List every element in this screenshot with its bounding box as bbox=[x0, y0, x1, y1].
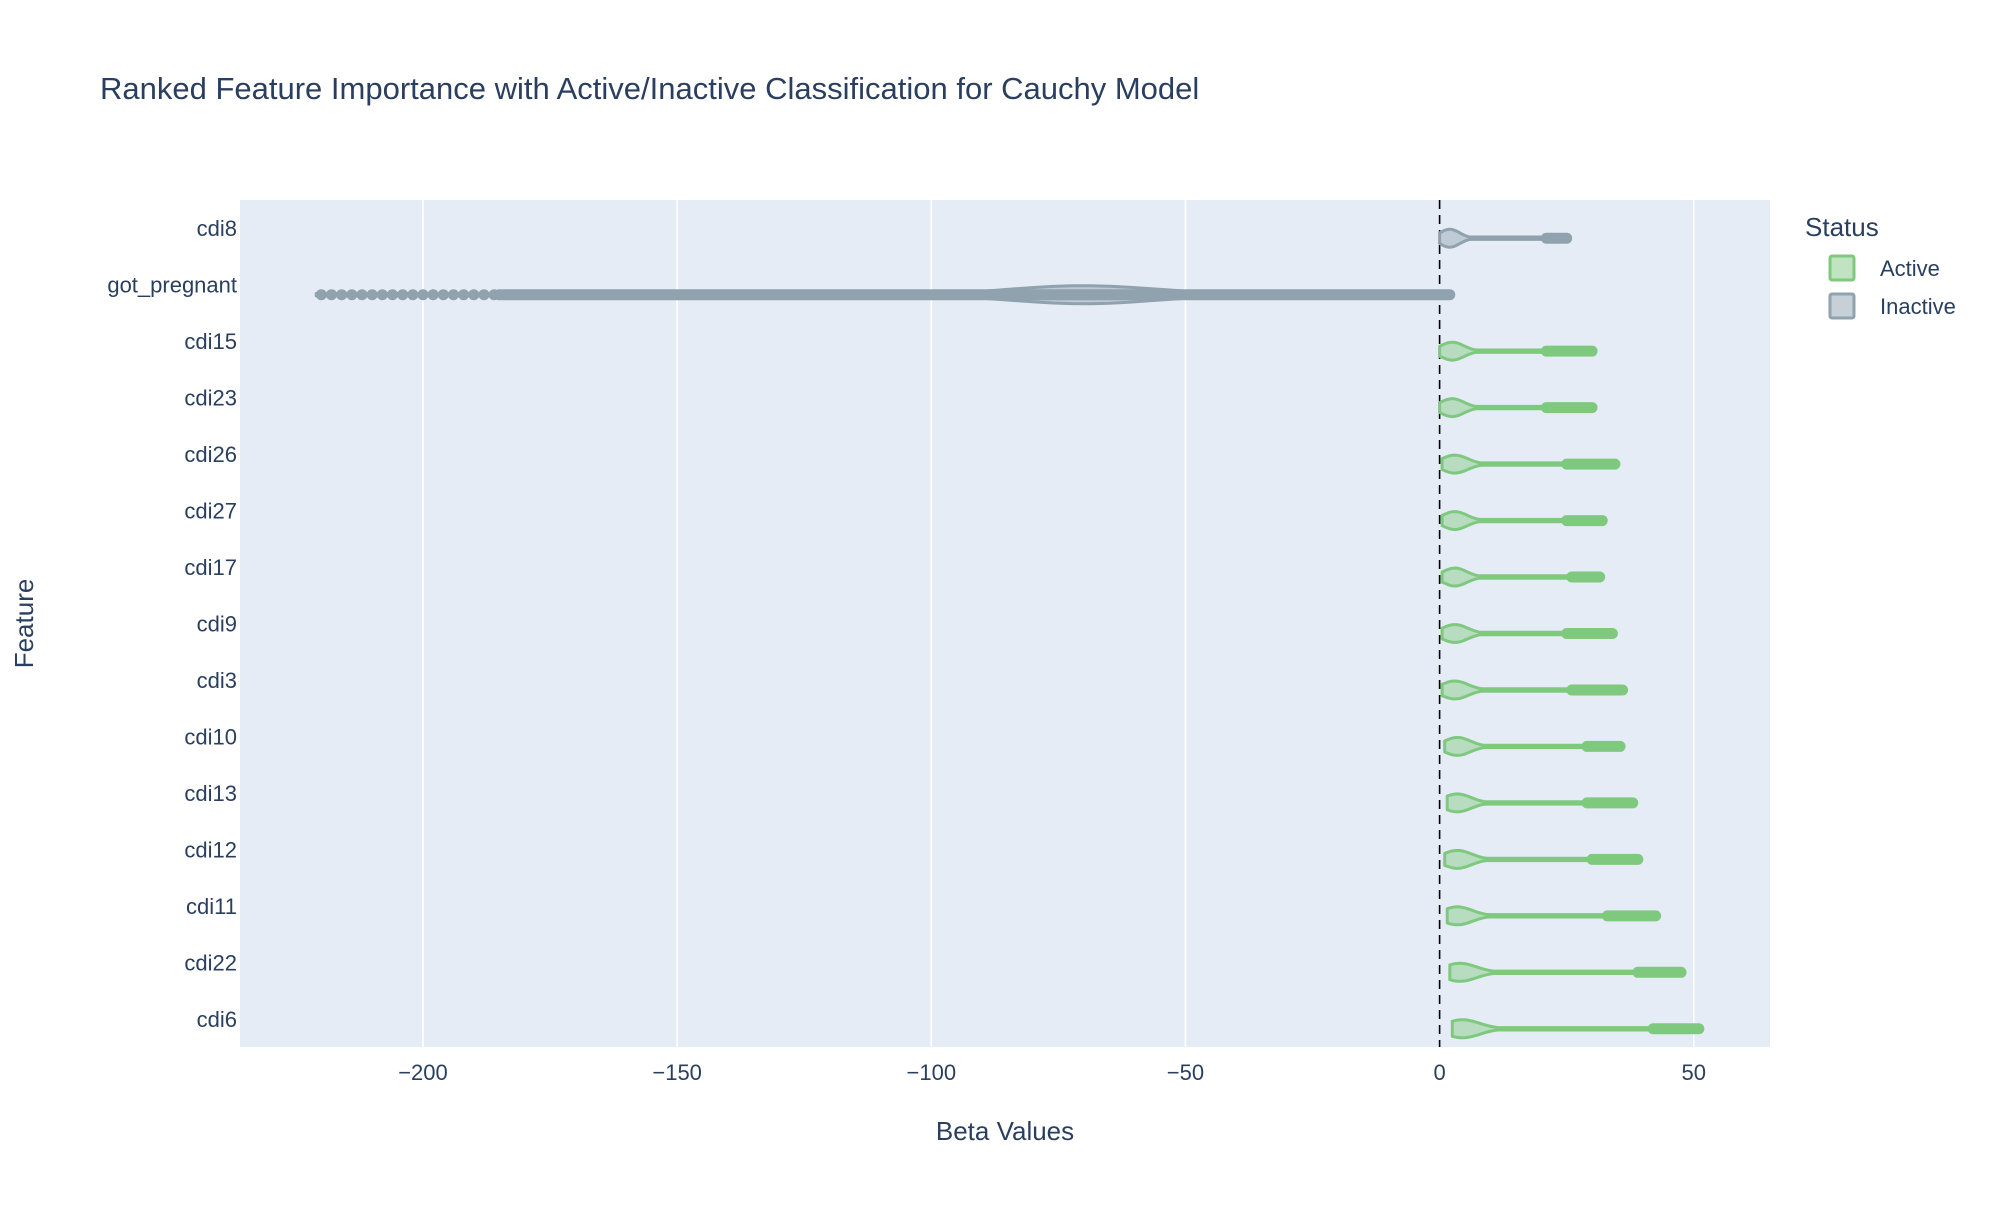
violin-cdi9[interactable] bbox=[1440, 623, 1618, 644]
violin-cdi26[interactable] bbox=[1440, 453, 1621, 475]
legend-items: Active Inactive bbox=[1828, 254, 1956, 320]
y-tick-label: cdi3 bbox=[197, 668, 237, 693]
outlier-point bbox=[437, 289, 449, 301]
y-tick-label: cdi17 bbox=[184, 555, 237, 580]
outlier-point bbox=[397, 289, 409, 301]
outlier-point bbox=[468, 289, 480, 301]
x-tick-label: −100 bbox=[907, 1060, 957, 1085]
violin-cdi12[interactable] bbox=[1443, 848, 1644, 870]
legend[interactable]: Status Active Inactive bbox=[1805, 212, 1956, 320]
y-tick-label: cdi12 bbox=[184, 837, 237, 862]
x-tick-label: −50 bbox=[1167, 1060, 1204, 1085]
outlier-point bbox=[386, 289, 398, 301]
violin-cdi13[interactable] bbox=[1445, 792, 1639, 814]
legend-swatch bbox=[1828, 254, 1856, 282]
outlier-point bbox=[356, 289, 368, 301]
outlier-point bbox=[407, 289, 419, 301]
outlier-point bbox=[427, 289, 439, 301]
tick-layer: −200 −150 −100 −50 0 50 cdi8 got_pregnant cdi15 c… bbox=[107, 216, 1706, 1085]
violin-cdi11[interactable] bbox=[1445, 905, 1662, 927]
outlier-point bbox=[458, 289, 470, 301]
outlier-point bbox=[417, 289, 429, 301]
x-tick-label: −200 bbox=[398, 1060, 448, 1085]
y-tick-label: cdi6 bbox=[197, 1007, 237, 1032]
legend-title: Status bbox=[1805, 212, 1879, 242]
y-tick-label: cdi11 bbox=[186, 894, 237, 919]
y-tick-label: cdi10 bbox=[184, 724, 237, 749]
outlier-point bbox=[447, 289, 459, 301]
y-tick-label: got_pregnant bbox=[107, 273, 237, 298]
y-tick-label: cdi26 bbox=[184, 442, 237, 467]
outlier-point bbox=[366, 289, 378, 301]
x-tick-label: 0 bbox=[1433, 1060, 1445, 1085]
legend-item-inactive[interactable]: Inactive bbox=[1828, 292, 1956, 320]
y-tick-label: cdi13 bbox=[184, 781, 237, 806]
legend-swatch bbox=[1828, 292, 1856, 320]
y-tick-label: cdi9 bbox=[197, 612, 237, 637]
outlier-point bbox=[315, 289, 327, 301]
violin-cdi10[interactable] bbox=[1443, 736, 1626, 757]
y-tick-label: cdi23 bbox=[184, 386, 237, 411]
violin-got_pregnant[interactable] bbox=[314, 284, 1456, 306]
x-tick-label: 50 bbox=[1682, 1060, 1706, 1085]
legend-item-active[interactable]: Active bbox=[1828, 254, 1940, 282]
violin-cdi23[interactable] bbox=[1438, 397, 1598, 419]
y-tick-label: cdi27 bbox=[184, 499, 237, 524]
violin-cdi22[interactable] bbox=[1448, 961, 1687, 983]
y-axis-label: Feature bbox=[9, 579, 39, 669]
plot-area bbox=[240, 200, 1770, 1047]
legend-label: Inactive bbox=[1880, 294, 1956, 319]
chart-title: Ranked Feature Importance with Active/In… bbox=[100, 71, 1199, 106]
outlier-point bbox=[488, 289, 500, 301]
violin-cdi8[interactable] bbox=[1438, 227, 1573, 249]
x-axis-label: Beta Values bbox=[936, 1116, 1074, 1146]
legend-label: Active bbox=[1880, 256, 1940, 281]
violin-cdi3[interactable] bbox=[1440, 679, 1629, 701]
y-tick-label: cdi15 bbox=[184, 329, 237, 354]
outlier-point bbox=[376, 289, 388, 301]
violin-cdi6[interactable] bbox=[1450, 1018, 1705, 1040]
violin-layer bbox=[314, 227, 1705, 1040]
outlier-point bbox=[325, 289, 337, 301]
violin-cdi17[interactable] bbox=[1440, 566, 1606, 588]
grid-layer bbox=[422, 200, 1695, 1047]
violin-cdi27[interactable] bbox=[1440, 510, 1608, 532]
y-tick-label: cdi22 bbox=[184, 950, 237, 975]
outlier-point bbox=[346, 289, 358, 301]
outlier-point bbox=[336, 289, 348, 301]
outlier-point bbox=[478, 289, 490, 301]
violin-cdi15[interactable] bbox=[1438, 340, 1598, 362]
y-tick-label: cdi8 bbox=[197, 216, 237, 241]
x-tick-label: −150 bbox=[652, 1060, 702, 1085]
